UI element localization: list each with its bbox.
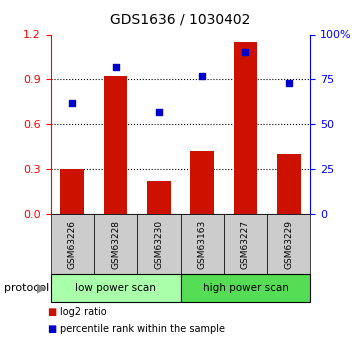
Bar	[224, 214, 267, 274]
Point	[286, 80, 292, 86]
Text: high power scan: high power scan	[203, 283, 288, 293]
Bar	[234, 42, 257, 214]
Text: protocol: protocol	[4, 283, 49, 293]
Bar	[277, 154, 301, 214]
Bar	[104, 76, 127, 214]
Point	[113, 64, 118, 70]
Bar	[147, 181, 171, 214]
Text: ■: ■	[47, 324, 56, 334]
Text: percentile rank within the sample: percentile rank within the sample	[60, 324, 225, 334]
Text: GSM63227: GSM63227	[241, 219, 250, 269]
Text: GDS1636 / 1030402: GDS1636 / 1030402	[110, 12, 251, 26]
Bar	[180, 214, 224, 274]
Bar	[51, 214, 94, 274]
Text: GSM63230: GSM63230	[155, 219, 163, 269]
Text: ■: ■	[47, 307, 56, 317]
Text: ▶: ▶	[37, 282, 46, 295]
Bar	[180, 274, 310, 302]
Bar	[190, 151, 214, 214]
Text: log2 ratio: log2 ratio	[60, 307, 106, 317]
Text: low power scan: low power scan	[75, 283, 156, 293]
Point	[199, 73, 205, 79]
Point	[156, 109, 162, 115]
Bar	[267, 214, 310, 274]
Bar	[137, 214, 180, 274]
Text: GSM63163: GSM63163	[198, 219, 206, 269]
Text: GSM63228: GSM63228	[111, 219, 120, 269]
Bar	[60, 169, 84, 214]
Point	[69, 100, 75, 106]
Text: GSM63229: GSM63229	[284, 219, 293, 269]
Text: GSM63226: GSM63226	[68, 219, 77, 269]
Bar	[51, 274, 180, 302]
Point	[243, 50, 248, 55]
Bar	[94, 214, 137, 274]
